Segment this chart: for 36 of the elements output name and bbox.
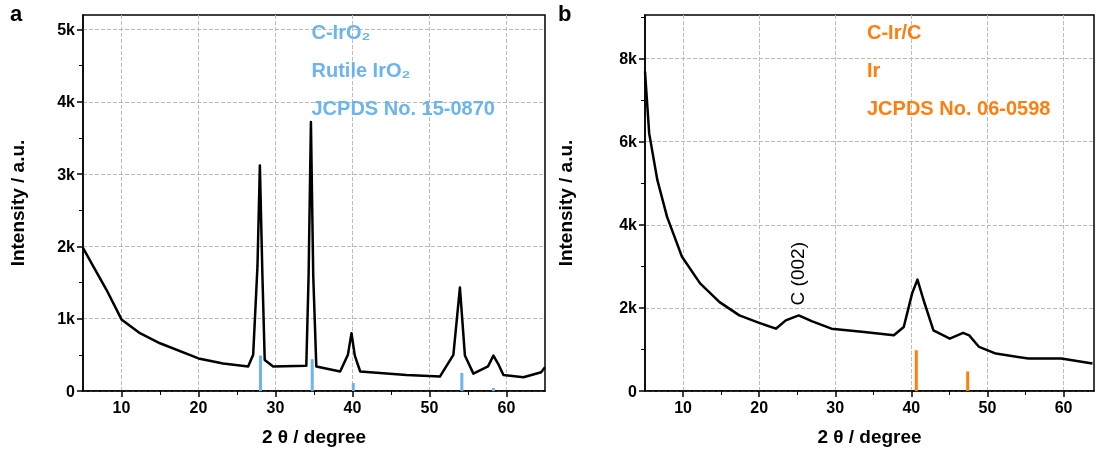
x-tick-label: 50	[978, 398, 997, 416]
annotation: C-IrO₂	[311, 21, 371, 43]
x-tick-label: 60	[497, 398, 516, 416]
x-tick-label: 30	[266, 398, 285, 416]
x-tick-label: 60	[1054, 398, 1073, 416]
annotation: C (002)	[786, 242, 808, 306]
x-axis-title: 2 θ / degree	[817, 426, 922, 447]
y-tick-label: 6k	[619, 133, 638, 151]
y-tick-label: 0	[628, 382, 638, 400]
y-axis-title: Intensity / a.u.	[7, 139, 28, 267]
chart-title: b	[558, 0, 572, 26]
y-tick-label: 1k	[57, 310, 76, 328]
x-tick-label: 20	[750, 398, 769, 416]
chart-title: a	[10, 0, 23, 26]
x-tick-label: 40	[902, 398, 921, 416]
y-tick-label: 2k	[619, 299, 638, 317]
x-tick-label: 10	[112, 398, 131, 416]
y-tick-label: 4k	[57, 93, 76, 111]
y-tick-label: 8k	[619, 50, 638, 68]
x-tick-label: 10	[674, 398, 693, 416]
y-tick-label: 3k	[57, 165, 76, 183]
annotation: JCPDS No. 15-0870	[311, 97, 495, 119]
x-tick-label: 20	[189, 398, 208, 416]
x-tick-label: 50	[420, 398, 439, 416]
x-tick-label: 40	[343, 398, 362, 416]
x-axis-title: 2 θ / degree	[261, 426, 367, 447]
y-tick-label: 0	[66, 382, 76, 400]
y-axis-title: Intensity / a.u.	[555, 139, 576, 267]
y-tick-label: 5k	[57, 20, 76, 38]
annotation: C-Ir/C	[867, 21, 922, 43]
annotation: Rutile IrO₂	[311, 59, 411, 81]
annotation: JCPDS No. 06-0598	[867, 97, 1051, 119]
annotation: Ir	[867, 59, 881, 81]
y-tick-label: 2k	[57, 237, 76, 255]
y-tick-label: 4k	[619, 216, 638, 234]
x-tick-label: 30	[826, 398, 845, 416]
